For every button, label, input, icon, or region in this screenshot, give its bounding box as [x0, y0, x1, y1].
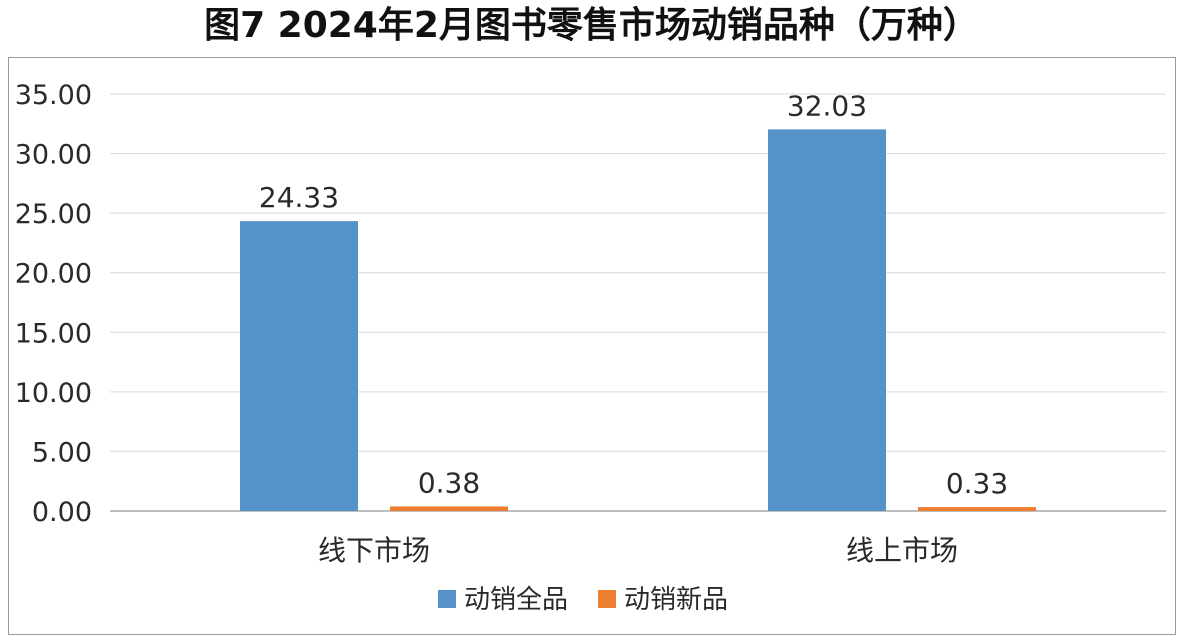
y-tick-label: 15.00	[15, 318, 92, 349]
y-tick-label: 5.00	[32, 437, 92, 468]
bar-new	[390, 506, 508, 511]
legend-label: 动销新品	[624, 585, 728, 615]
data-label: 0.38	[418, 466, 480, 499]
category-label: 线下市场	[318, 534, 430, 567]
legend: 动销全品 动销新品	[438, 585, 728, 615]
y-tick-label: 35.00	[15, 80, 92, 111]
chart-title: 图7 2024年2月图书零售市场动销品种（万种）	[204, 5, 979, 46]
data-labels: 24.33 0.38 32.03 0.33	[259, 89, 1008, 500]
bars	[240, 129, 1036, 511]
data-label: 0.33	[946, 467, 1008, 500]
bar-new	[918, 507, 1036, 511]
legend-swatch	[438, 590, 456, 608]
bar-all	[768, 129, 886, 511]
bar-all	[240, 221, 358, 511]
chart-frame	[8, 57, 1176, 635]
legend-label: 动销全品	[464, 585, 568, 615]
y-axis-ticks: 0.00 5.00 10.00 15.00 20.00 25.00 30.00 35.00	[15, 80, 92, 528]
legend-swatch	[598, 590, 616, 608]
data-label: 32.03	[787, 89, 867, 122]
y-tick-label: 0.00	[32, 497, 92, 528]
data-label: 24.33	[259, 181, 339, 214]
x-axis-categories: 线下市场 线上市场	[318, 534, 958, 567]
y-tick-label: 20.00	[15, 259, 92, 290]
y-tick-label: 30.00	[15, 140, 92, 171]
y-tick-label: 25.00	[15, 199, 92, 230]
y-tick-label: 10.00	[15, 378, 92, 409]
category-label: 线上市场	[846, 534, 958, 567]
